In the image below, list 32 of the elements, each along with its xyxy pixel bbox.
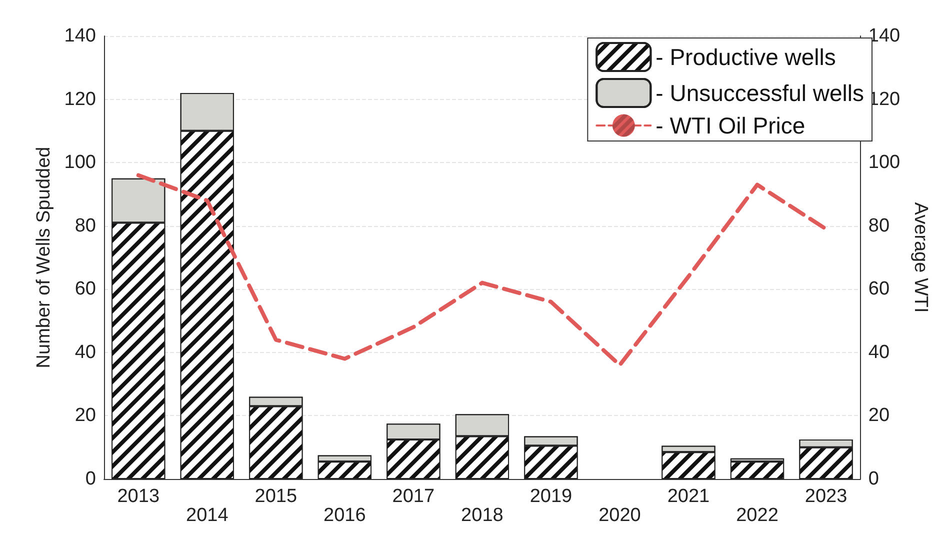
- y-tick-label: 0: [85, 468, 96, 490]
- y2-tick-label: 40: [868, 342, 890, 363]
- legend-label: - WTI Oil Price: [656, 112, 806, 138]
- x-tick-label: 2013: [117, 486, 160, 507]
- legend-label: - Unsuccessful wells: [656, 80, 864, 106]
- y-tick-label: 100: [64, 152, 96, 174]
- y2-tick-label: 80: [868, 215, 890, 236]
- x-tick-label: 2022: [736, 505, 778, 526]
- y-axis-title: Number of Wells Spudded: [33, 146, 54, 368]
- y-tick-label: 140: [64, 26, 96, 46]
- x-tick-label: 2017: [392, 486, 435, 507]
- line-series: [136, 173, 828, 368]
- y-tick-label: 60: [74, 278, 96, 300]
- y-tick-label: 80: [74, 215, 96, 236]
- x-tick-label: 2015: [254, 486, 298, 507]
- y-tick-label: 120: [64, 88, 96, 110]
- x-tick-label: 2020: [598, 505, 641, 526]
- y2-tick-label: 20: [868, 405, 890, 426]
- y2-tick-label: 60: [868, 278, 890, 300]
- x-tick-label: 2018: [461, 505, 504, 526]
- x-tick-label: 2023: [804, 486, 848, 507]
- y2-tick-label: 0: [868, 468, 879, 490]
- y2-axis-title: Average WTI: [910, 202, 931, 313]
- y2-tick-label: 100: [868, 152, 900, 174]
- x-tick-label: 2014: [186, 505, 229, 526]
- x-tick-label: 2019: [530, 486, 572, 507]
- x-tick-label: 2016: [324, 505, 366, 526]
- legend-label: - Productive wells: [656, 44, 836, 70]
- y-tick-label: 20: [74, 405, 96, 426]
- y-tick-label: 40: [74, 342, 96, 363]
- y2-tick-label: 140: [868, 26, 900, 46]
- x-tick-label: 2021: [667, 486, 710, 507]
